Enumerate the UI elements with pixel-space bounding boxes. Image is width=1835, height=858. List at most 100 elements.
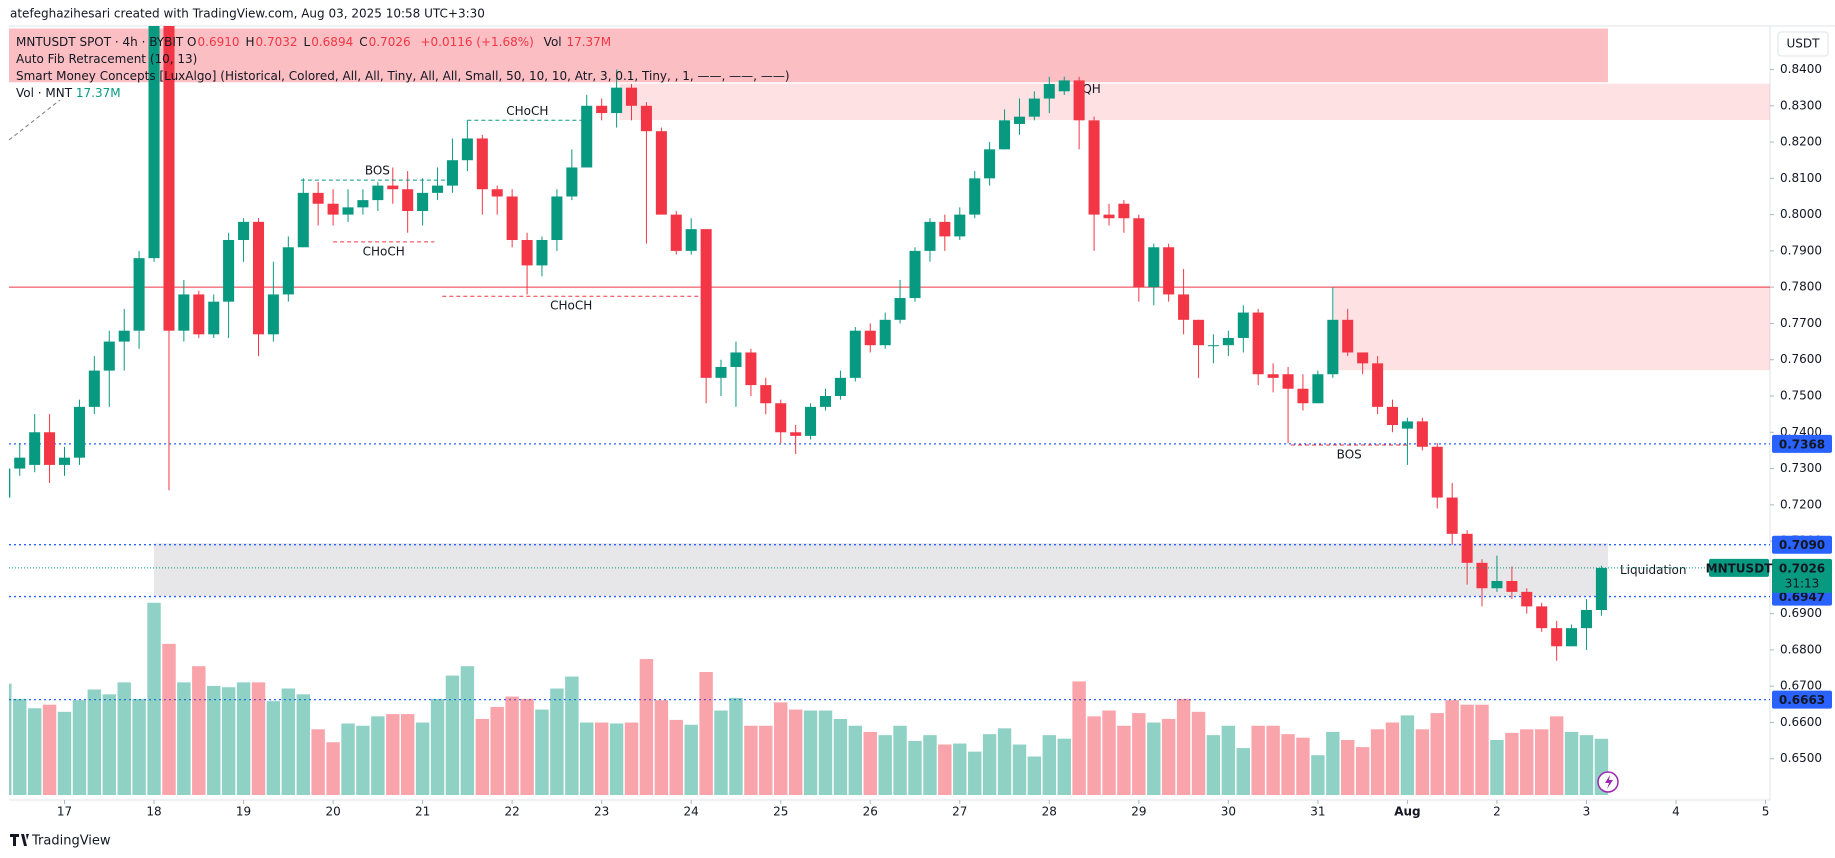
volume-bar	[42, 704, 57, 795]
y-tick-label: 0.7700	[1780, 316, 1822, 330]
candle-body	[999, 120, 1011, 150]
currency: USDT	[1787, 37, 1821, 51]
volume-bar	[1311, 755, 1325, 795]
zone	[9, 28, 1608, 83]
candle-body	[1222, 337, 1234, 346]
volume-bar	[1176, 698, 1191, 795]
x-tick-label: 29	[1131, 805, 1146, 819]
x-tick-label: 20	[325, 805, 340, 819]
candle-body	[342, 207, 354, 215]
fib-trend-line	[9, 99, 61, 141]
candle-body	[581, 105, 593, 168]
candle-body	[446, 160, 458, 186]
y-tick-label: 0.8100	[1780, 171, 1822, 185]
x-tick-label: 24	[684, 805, 699, 819]
volume-bar	[1579, 735, 1594, 795]
candle-body	[864, 330, 876, 346]
y-tick-label: 0.7500	[1780, 388, 1822, 402]
x-tick-label: 19	[236, 805, 251, 819]
volume-bar	[1236, 748, 1251, 795]
candle-body	[1431, 446, 1443, 498]
candle-body	[1476, 562, 1488, 589]
x-tick-label: 2	[1493, 805, 1501, 819]
volume-bar	[1012, 744, 1027, 795]
volume-bar	[1385, 722, 1400, 795]
volume-bar	[87, 689, 102, 795]
volume-bar	[669, 719, 683, 795]
candle-body	[1193, 319, 1205, 346]
candle-body	[775, 403, 787, 433]
volume-bar	[1490, 739, 1504, 795]
volume-bar	[102, 694, 116, 795]
structure-label: CHoCH	[363, 244, 405, 258]
volume-bar	[117, 682, 131, 795]
candle-body	[819, 395, 832, 407]
volume-bar	[684, 724, 698, 795]
volume-bar	[9, 683, 12, 795]
candle-body	[58, 457, 71, 465]
volume-bar	[1340, 739, 1355, 795]
x-tick-label: 18	[146, 805, 161, 819]
volume-bar	[1445, 700, 1459, 795]
candle-body	[879, 319, 891, 346]
ohlc-value: 0.7032	[255, 35, 298, 49]
candle-body	[1521, 591, 1533, 607]
level-label-box	[1772, 535, 1832, 554]
symbol-box	[1709, 558, 1769, 577]
candle-body	[476, 138, 488, 190]
candle-body	[372, 185, 384, 201]
volume-bar	[326, 742, 340, 795]
volume-bar	[386, 714, 400, 795]
volume-bar	[162, 643, 176, 795]
level-label-box	[1772, 434, 1832, 453]
x-tick-label: 31	[1310, 805, 1325, 819]
zone-label: Liquidation	[1620, 563, 1687, 577]
y-tick-label: 0.6700	[1780, 679, 1822, 693]
candle-body	[118, 330, 130, 342]
candle-body	[715, 366, 727, 378]
volume-bar	[400, 714, 415, 795]
candle-body	[1565, 628, 1578, 647]
volume-bar	[1326, 731, 1340, 795]
volume-bar	[1296, 737, 1310, 795]
volume-bar	[1251, 725, 1265, 795]
volume-key: Vol	[543, 35, 562, 49]
candle-body	[894, 298, 906, 320]
volume-bar	[1042, 735, 1057, 795]
volume-bar	[938, 744, 952, 795]
ohlc-value: 0.6894	[311, 35, 354, 49]
candle-body	[44, 432, 56, 465]
candle-body	[536, 240, 548, 266]
structure-label: BOS	[365, 164, 390, 178]
ohlc-key: L	[303, 35, 311, 49]
volume-bar	[371, 716, 385, 795]
candle-body	[984, 149, 996, 179]
candle-body	[611, 87, 623, 114]
volume-bar	[699, 672, 713, 795]
candle-body	[909, 250, 921, 299]
ohlc-value: 0.6910	[197, 35, 240, 49]
y-tick-label: 0.7600	[1780, 352, 1822, 366]
volume-bar	[1475, 704, 1489, 795]
volume-bar	[132, 698, 146, 795]
candle-body	[1073, 80, 1085, 121]
candle-body	[103, 341, 115, 371]
volume-bar	[1117, 725, 1131, 795]
candle-body	[939, 221, 951, 237]
x-tick-label: 26	[863, 805, 878, 819]
candle-body	[924, 221, 936, 251]
candle-body	[267, 294, 279, 335]
candle-body	[1536, 606, 1548, 629]
x-tick-label: 21	[415, 805, 430, 819]
volume-bar	[430, 698, 445, 795]
x-tick-label: 3	[1583, 805, 1591, 819]
volume-bar	[1221, 725, 1236, 795]
candle-body	[1237, 312, 1249, 338]
candle-body	[834, 377, 846, 396]
volume-bar	[729, 697, 743, 795]
alert-icon[interactable]	[1597, 771, 1619, 793]
footer: TradingView	[31, 834, 111, 849]
volume-bar	[1057, 738, 1071, 795]
candle-body	[73, 406, 85, 458]
candle-body	[1297, 388, 1309, 404]
